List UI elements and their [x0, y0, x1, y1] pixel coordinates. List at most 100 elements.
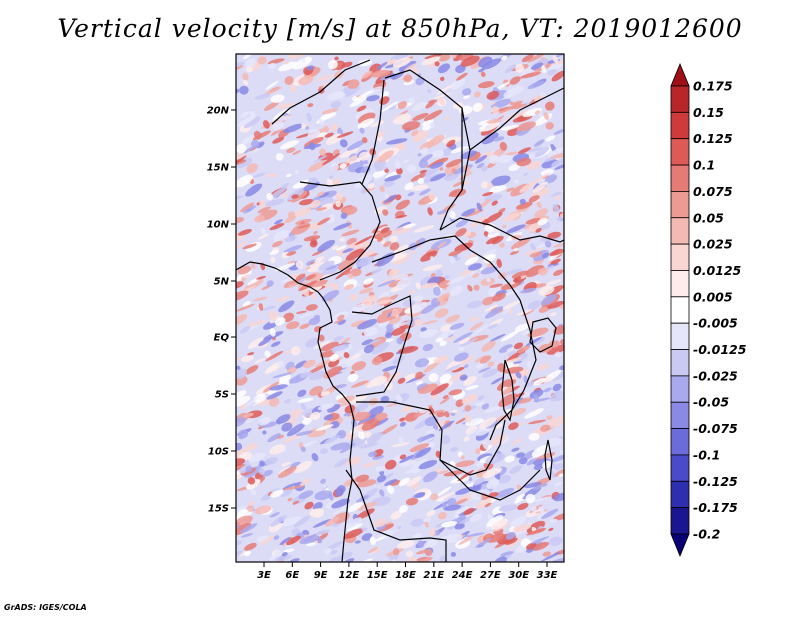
lon-tick-label: 6E [285, 570, 299, 581]
field-speck [511, 237, 531, 250]
field-speck [481, 58, 501, 70]
field-speck [511, 234, 522, 240]
field-speck [467, 300, 483, 309]
field-speck [438, 280, 451, 289]
field-speck [357, 430, 366, 440]
field-speck [549, 518, 558, 523]
field-speck [269, 316, 280, 324]
field-speck [344, 456, 362, 466]
field-speck [269, 444, 286, 455]
field-speck [270, 256, 276, 264]
field-speck [401, 121, 421, 131]
field-speck [465, 425, 478, 435]
field-speck [267, 62, 277, 70]
field-speck [305, 304, 318, 311]
field-speck [341, 206, 358, 216]
field-speck [322, 373, 328, 379]
field-speck [287, 497, 293, 502]
field-speck [386, 485, 395, 494]
field-speck [512, 524, 532, 532]
field-speck [530, 506, 537, 512]
lon-tick-label: 15E [367, 570, 388, 581]
field-speck [262, 430, 267, 435]
field-speck [304, 501, 314, 510]
field-speck [525, 336, 542, 347]
field-speck [254, 93, 271, 100]
field-speck [376, 279, 396, 288]
field-speck [329, 353, 339, 362]
field-speck [417, 177, 424, 185]
field-speck [281, 276, 298, 283]
field-speck [510, 407, 527, 416]
longitude-axis: 3E 6E 9E 12E 15E 18E 21E 24E 27E 30E 33E [257, 562, 558, 581]
field-speck [534, 110, 541, 115]
field-speck [402, 299, 415, 307]
field-speck [240, 111, 250, 118]
field-speck [412, 101, 428, 112]
field-speck [324, 132, 334, 138]
field-speck [299, 371, 313, 379]
field-speck [430, 256, 435, 261]
field-speck [489, 185, 507, 193]
field-speck [262, 381, 280, 393]
field-speck [445, 314, 460, 323]
field-speck [415, 371, 424, 380]
field-speck [555, 395, 564, 402]
field-speck [316, 74, 334, 82]
field-speck [314, 490, 333, 501]
border-angola [345, 469, 447, 562]
field-speck [392, 355, 405, 365]
field-speck [272, 372, 292, 379]
field-speck [236, 390, 247, 400]
field-speck [500, 386, 514, 396]
field-speck [541, 508, 559, 520]
field-speck [379, 470, 385, 476]
field-speck [545, 279, 561, 286]
field-speck [250, 488, 257, 496]
field-speck [559, 304, 564, 309]
field-speck [334, 357, 356, 369]
field-speck [430, 493, 439, 501]
field-speck [318, 192, 330, 198]
lat-tick-label: 5S [215, 390, 229, 401]
field-speck [392, 57, 411, 68]
field-speck [349, 394, 368, 404]
field-speck [354, 402, 369, 413]
field-speck [317, 217, 331, 226]
field-speck [258, 417, 271, 426]
field-speck [362, 461, 378, 468]
field-speck [485, 212, 503, 224]
field-speck [376, 61, 388, 70]
field-speck [236, 365, 241, 371]
field-speck [441, 435, 451, 445]
field-speck [244, 542, 257, 551]
field-speck [511, 270, 530, 279]
field-speck [482, 441, 489, 450]
field-speck [258, 337, 272, 347]
field-speck [478, 81, 495, 89]
field-speck [429, 123, 435, 128]
field-speck [487, 361, 495, 367]
field-speck [525, 493, 536, 504]
field-speck [257, 206, 272, 214]
field-speck [334, 458, 349, 468]
field-speck [548, 527, 554, 532]
field-speck [265, 173, 276, 178]
field-speck [547, 231, 562, 239]
field-speck [436, 210, 447, 215]
field-speck [459, 337, 478, 348]
field-speck [328, 175, 334, 180]
field-speck [305, 266, 311, 271]
field-speck [448, 249, 463, 257]
field-speck [419, 188, 431, 196]
field-speck [269, 249, 279, 256]
field-speck [350, 370, 355, 375]
field-speck [406, 290, 416, 294]
field-speck [361, 137, 368, 144]
field-speck [267, 433, 281, 443]
field-speck [542, 369, 562, 383]
field-speck [450, 78, 466, 90]
field-speck [428, 407, 435, 414]
field-speck [509, 281, 516, 285]
field-speck [553, 466, 564, 478]
